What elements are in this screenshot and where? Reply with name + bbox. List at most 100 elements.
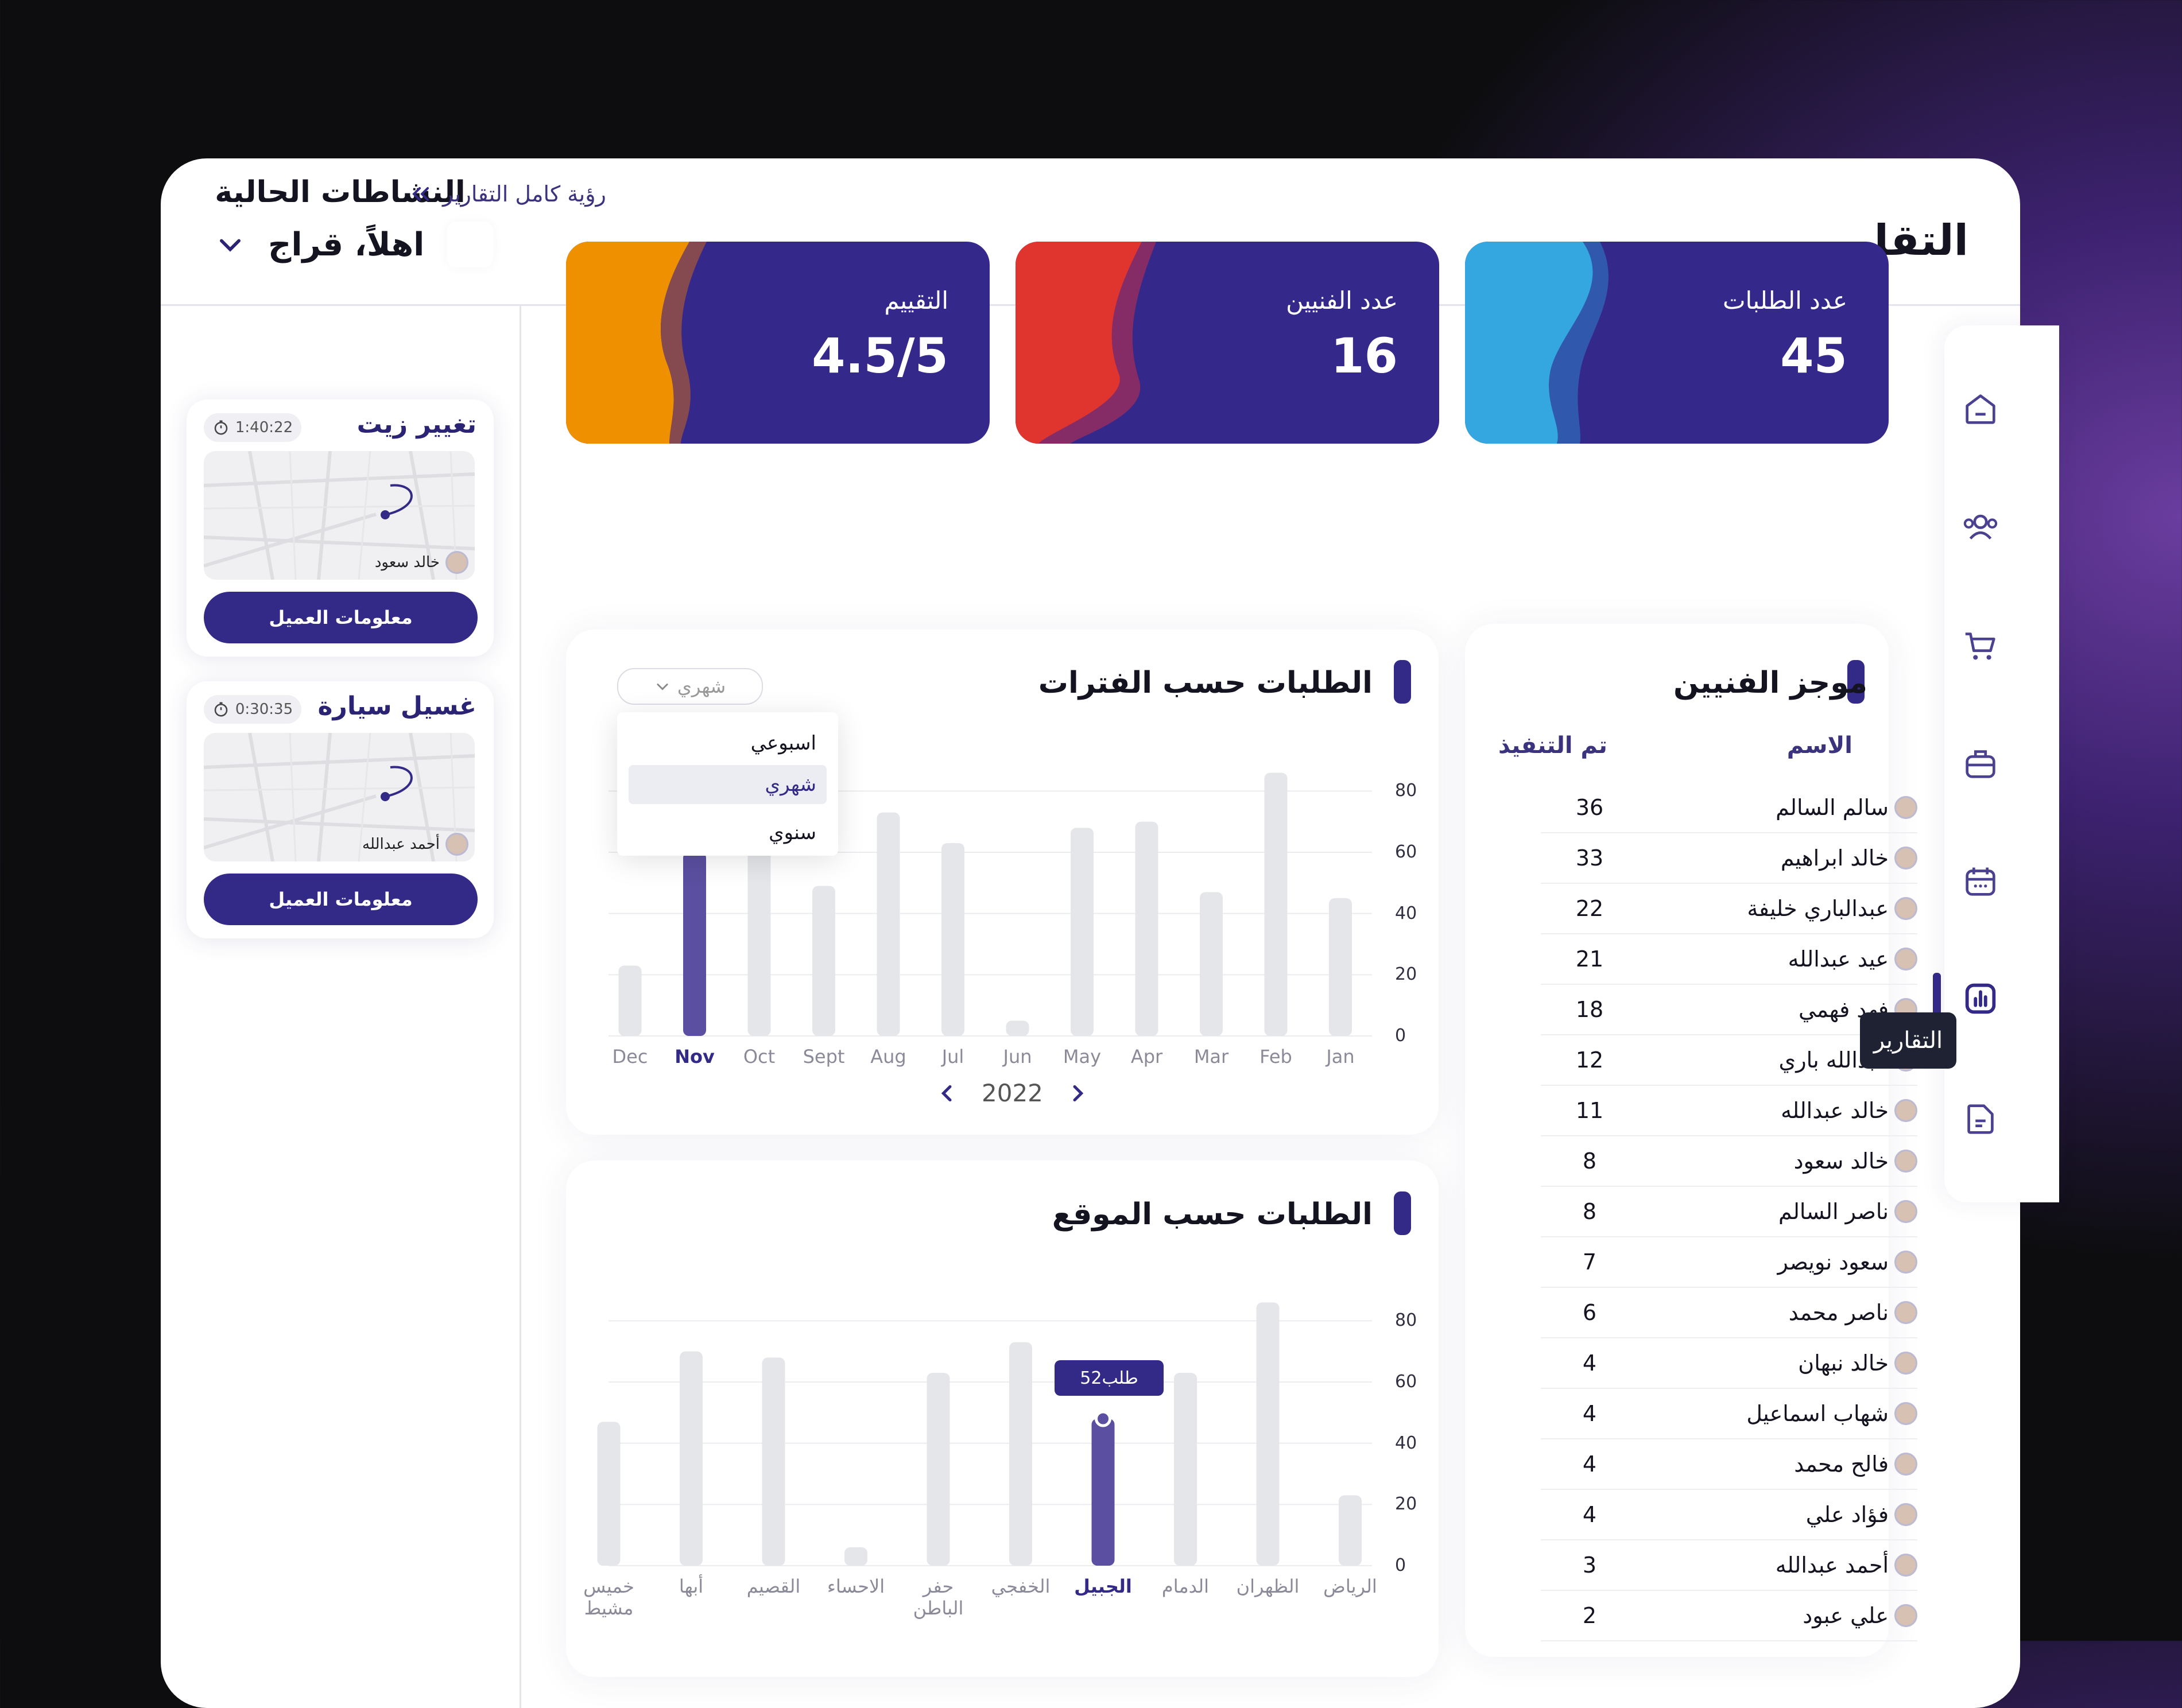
bar[interactable] bbox=[1006, 1020, 1029, 1036]
bar[interactable] bbox=[618, 965, 642, 1036]
table-row[interactable]: 33 خالد ابراهيم bbox=[1541, 833, 1917, 884]
technician-name: سالم السالم bbox=[1776, 795, 1889, 820]
dropdown-option-yearly[interactable]: سنوي bbox=[769, 821, 816, 844]
customer-tag: أحمد عبدالله bbox=[362, 833, 468, 856]
technician-avatar bbox=[1894, 1453, 1917, 1476]
customer-info-button[interactable]: معلومات العميل bbox=[204, 874, 478, 925]
bar[interactable] bbox=[927, 1373, 950, 1566]
title-accent bbox=[1394, 1191, 1411, 1235]
table-row[interactable]: 4 فؤاد علي bbox=[1541, 1490, 1917, 1540]
customer-info-button[interactable]: معلومات العميل bbox=[204, 592, 478, 643]
technician: شهاب اسماعيل bbox=[1746, 1401, 1917, 1426]
customer-avatar bbox=[445, 833, 468, 856]
dropdown-option-weekly[interactable]: اسبوعي bbox=[750, 732, 816, 755]
period-dropdown-menu: اسبوعي شهري سنوي bbox=[617, 712, 838, 856]
technicians-title: موجز الفنيين bbox=[1673, 666, 1867, 700]
x-tick-label: الخفجي bbox=[991, 1575, 1051, 1597]
completed-count: 33 bbox=[1575, 845, 1604, 871]
bar-marker bbox=[1095, 1410, 1111, 1427]
completed-count: 7 bbox=[1582, 1249, 1597, 1275]
bar[interactable] bbox=[680, 1351, 703, 1566]
bar[interactable] bbox=[747, 840, 771, 1036]
bar[interactable] bbox=[877, 812, 900, 1036]
table-row[interactable]: 11 خالد عبدالله bbox=[1541, 1086, 1917, 1136]
technician-name: خالد نبهان bbox=[1798, 1350, 1889, 1376]
period-select[interactable]: شهري bbox=[617, 668, 763, 705]
technician-avatar bbox=[1894, 1251, 1917, 1274]
bar[interactable] bbox=[844, 1547, 867, 1566]
bar[interactable] bbox=[1329, 898, 1352, 1036]
map-preview[interactable] bbox=[204, 733, 475, 861]
bar[interactable] bbox=[1264, 773, 1288, 1036]
bar[interactable] bbox=[1091, 1419, 1115, 1566]
bar[interactable] bbox=[1135, 821, 1158, 1036]
bar[interactable] bbox=[1071, 828, 1094, 1036]
table-row[interactable]: 6 ناصر محمد bbox=[1541, 1288, 1917, 1338]
table-row[interactable]: 18 فهد فهمي bbox=[1541, 985, 1917, 1035]
bar[interactable] bbox=[1009, 1342, 1032, 1566]
table-row[interactable]: 4 خالد نبهان bbox=[1541, 1338, 1917, 1389]
x-tick-label: Oct bbox=[743, 1046, 776, 1068]
briefcase-icon[interactable] bbox=[1960, 743, 2001, 783]
table-row[interactable]: 3 أحمد عبدالله bbox=[1541, 1540, 1917, 1591]
stat-label: التقييم bbox=[884, 286, 948, 315]
user-menu[interactable]: اهلاً، قراج bbox=[215, 222, 494, 267]
technician-name: علي عبود bbox=[1803, 1603, 1889, 1628]
x-tick-label: Aug bbox=[870, 1046, 906, 1068]
technician: أحمد عبدالله bbox=[1776, 1552, 1917, 1578]
bar[interactable] bbox=[1339, 1495, 1362, 1566]
bar[interactable] bbox=[762, 1357, 785, 1566]
avatar[interactable] bbox=[447, 222, 494, 267]
technician-name: ناصر السالم bbox=[1778, 1199, 1889, 1224]
technician-avatar bbox=[1894, 1352, 1917, 1375]
table-row[interactable]: 22 عبدالباري خليفة bbox=[1541, 884, 1917, 934]
y-tick-label: 60 bbox=[1395, 842, 1417, 862]
bar[interactable] bbox=[1200, 892, 1223, 1036]
map-preview[interactable] bbox=[204, 451, 475, 580]
home-icon[interactable] bbox=[1960, 389, 2001, 429]
table-row[interactable]: 8 خالد سعود bbox=[1541, 1136, 1917, 1187]
table-row[interactable]: 36 سالم السالم bbox=[1541, 783, 1917, 833]
bar[interactable] bbox=[1174, 1373, 1197, 1566]
technician-name: عيد عبدالله bbox=[1788, 946, 1889, 972]
technician-avatar bbox=[1894, 847, 1917, 869]
table-row[interactable]: 8 ناصر السالم bbox=[1541, 1187, 1917, 1237]
y-tick-label: 60 bbox=[1395, 1372, 1417, 1392]
completed-count: 4 bbox=[1582, 1350, 1597, 1376]
bar[interactable] bbox=[1256, 1302, 1280, 1566]
chevron-left-icon[interactable] bbox=[936, 1080, 959, 1107]
cart-icon[interactable] bbox=[1960, 626, 2001, 666]
table-row[interactable]: 4 فالح محمد bbox=[1541, 1439, 1917, 1490]
dropdown-option-monthly[interactable]: شهري bbox=[629, 765, 827, 804]
reports-chart-icon[interactable] bbox=[1960, 979, 2001, 1019]
completed-count: 11 bbox=[1575, 1098, 1604, 1123]
table-row[interactable]: 21 عيد عبدالله bbox=[1541, 934, 1917, 985]
technician: ناصر السالم bbox=[1778, 1199, 1917, 1224]
completed-count: 22 bbox=[1575, 896, 1604, 921]
active-indicator bbox=[1933, 973, 1941, 1024]
bar[interactable] bbox=[597, 1422, 621, 1566]
technician: فؤاد علي bbox=[1806, 1502, 1917, 1527]
completed-count: 4 bbox=[1582, 1502, 1597, 1527]
technician: علي عبود bbox=[1803, 1603, 1917, 1628]
bar[interactable] bbox=[941, 843, 964, 1036]
technician-avatar bbox=[1894, 1301, 1917, 1324]
completed-count: 4 bbox=[1582, 1401, 1597, 1426]
document-icon[interactable] bbox=[1960, 1099, 2001, 1139]
bar[interactable] bbox=[683, 852, 706, 1036]
x-tick-label: الرياض bbox=[1323, 1575, 1377, 1597]
technician: ناصر محمد bbox=[1789, 1300, 1917, 1325]
timer-value: 0:30:35 bbox=[235, 701, 293, 718]
technician-avatar bbox=[1894, 1554, 1917, 1577]
technician-name: فالح محمد bbox=[1794, 1451, 1889, 1477]
technicians-panel bbox=[1465, 624, 1889, 1657]
table-row[interactable]: 4 شهاب اسماعيل bbox=[1541, 1389, 1917, 1439]
chevron-right-icon[interactable] bbox=[1066, 1080, 1089, 1107]
bar[interactable] bbox=[812, 886, 835, 1036]
y-tick-label: 20 bbox=[1395, 964, 1417, 985]
table-row[interactable]: 7 سعود نويصر bbox=[1541, 1237, 1917, 1288]
column-header-name: الاسم bbox=[1786, 732, 1852, 759]
users-icon[interactable] bbox=[1960, 507, 2001, 547]
view-all-reports-link[interactable]: رؤية كامل التقارير bbox=[410, 181, 606, 207]
calendar-icon[interactable] bbox=[1960, 861, 2001, 901]
